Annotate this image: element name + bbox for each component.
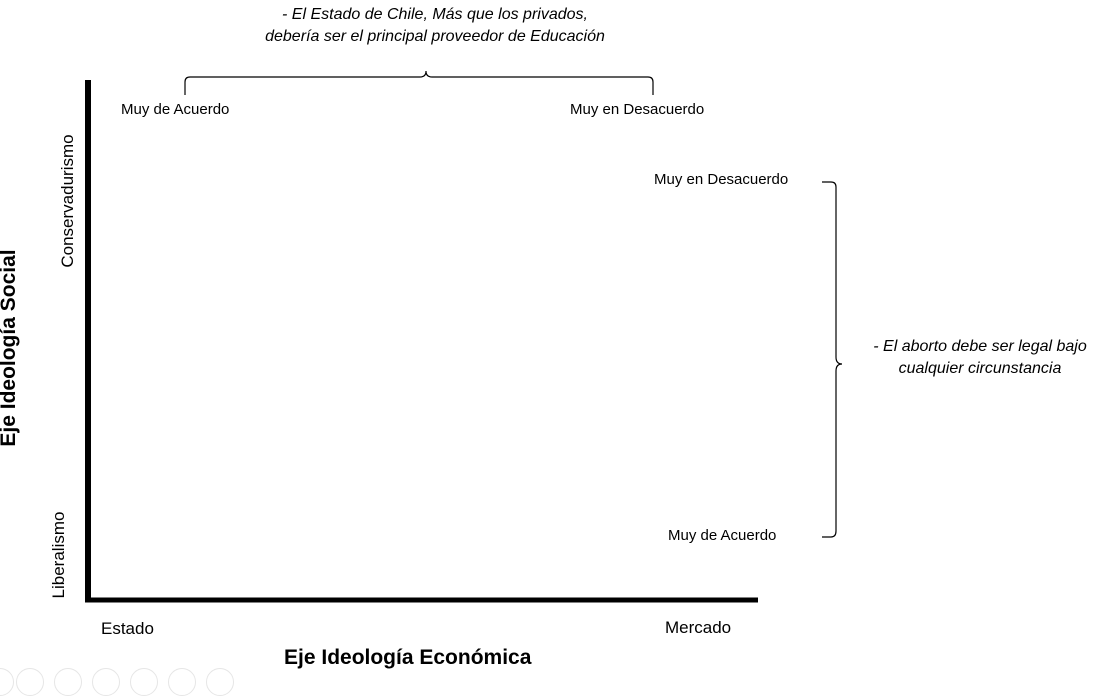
- diagram-lines: [85, 70, 843, 603]
- top-question-line2: debería ser el principal proveedor de Ed…: [265, 28, 605, 45]
- y-axis-top-label: Conservadurismo: [58, 134, 77, 268]
- y-axis-title: Eje Ideología Social: [0, 249, 20, 447]
- right-bottom-end-label: Muy de Acuerdo: [668, 527, 777, 544]
- share-icon[interactable]: [206, 668, 234, 696]
- right-question-line1: - El aborto debe ser legal bajo: [873, 338, 1087, 355]
- facebook-icon[interactable]: [54, 668, 82, 696]
- right-question-line2: cualquier circunstancia: [898, 360, 1062, 377]
- y-axis-bottom-label: Liberalismo: [49, 511, 68, 599]
- right-top-end-label: Muy en Desacuerdo: [654, 171, 789, 188]
- circle-icon[interactable]: [16, 668, 44, 696]
- top-left-end-label: Muy de Acuerdo: [121, 101, 230, 118]
- right-question: - El aborto debe ser legal bajo cualquie…: [852, 336, 1098, 380]
- x-axis-right-label: Mercado: [665, 618, 732, 637]
- email-icon[interactable]: [168, 668, 196, 696]
- top-brace: [184, 70, 654, 95]
- pinterest-icon[interactable]: [130, 668, 158, 696]
- top-question-line1: - El Estado de Chile, Más que los privad…: [282, 6, 588, 23]
- twitter-icon[interactable]: [92, 668, 120, 696]
- x-axis-title: Eje Ideología Económica: [284, 646, 532, 669]
- top-right-end-label: Muy en Desacuerdo: [570, 101, 705, 118]
- x-axis-left-label: Estado: [101, 619, 154, 638]
- top-question: - El Estado de Chile, Más que los privad…: [230, 4, 640, 48]
- right-brace: [822, 181, 843, 538]
